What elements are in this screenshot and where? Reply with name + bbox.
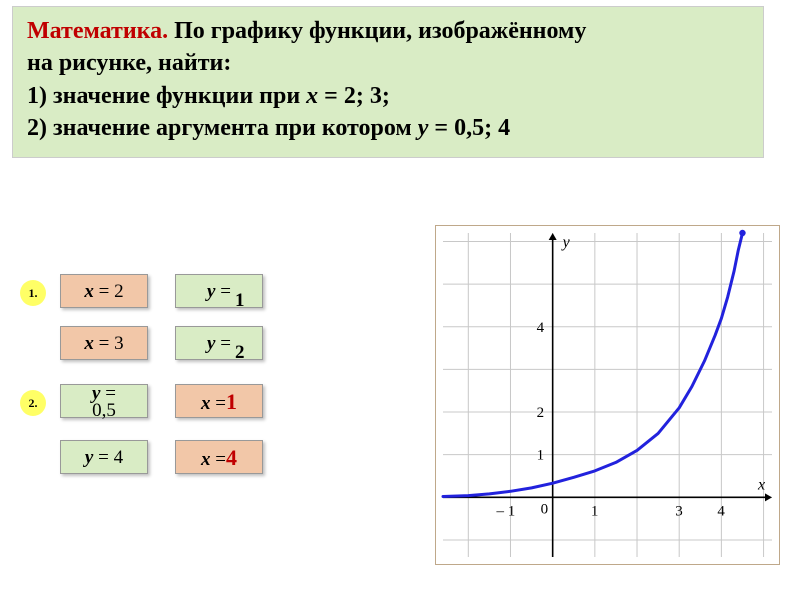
ans-y1: 1 bbox=[235, 290, 245, 312]
header-text: Математика. По графику функции, изображё… bbox=[27, 15, 749, 145]
svg-text:1: 1 bbox=[537, 448, 545, 464]
svg-text:1: 1 bbox=[591, 503, 599, 519]
cell-y-ans-1: y = bbox=[175, 274, 263, 308]
function-graph: 0 – 1 1 3 4 1 2 4 x y bbox=[435, 225, 780, 565]
svg-text:0: 0 bbox=[541, 501, 549, 517]
cell-x-2: x = 2 bbox=[60, 274, 148, 308]
svg-text:2: 2 bbox=[537, 405, 545, 421]
badge-1: 1. bbox=[20, 280, 46, 306]
svg-text:y: y bbox=[561, 234, 571, 251]
svg-text:– 1: – 1 bbox=[495, 503, 515, 519]
svg-text:4: 4 bbox=[717, 503, 725, 519]
badge-2: 2. bbox=[20, 390, 46, 416]
svg-text:4: 4 bbox=[537, 320, 545, 336]
ans-y2: 2 bbox=[235, 342, 245, 364]
cell-x-ans-4: x =4 bbox=[175, 440, 263, 474]
cell-y-4: y = 4 bbox=[60, 440, 148, 474]
svg-text:x: x bbox=[757, 476, 765, 493]
cell-y-05: y = 0,5 bbox=[60, 384, 148, 418]
cell-x-ans-1: x =1 bbox=[175, 384, 263, 418]
cell-x-3: x = 3 bbox=[60, 326, 148, 360]
svg-text:3: 3 bbox=[675, 503, 683, 519]
cell-y-ans-2: y = bbox=[175, 326, 263, 360]
problem-header: Математика. По графику функции, изображё… bbox=[12, 6, 764, 158]
subject-title: Математика. bbox=[27, 18, 168, 44]
